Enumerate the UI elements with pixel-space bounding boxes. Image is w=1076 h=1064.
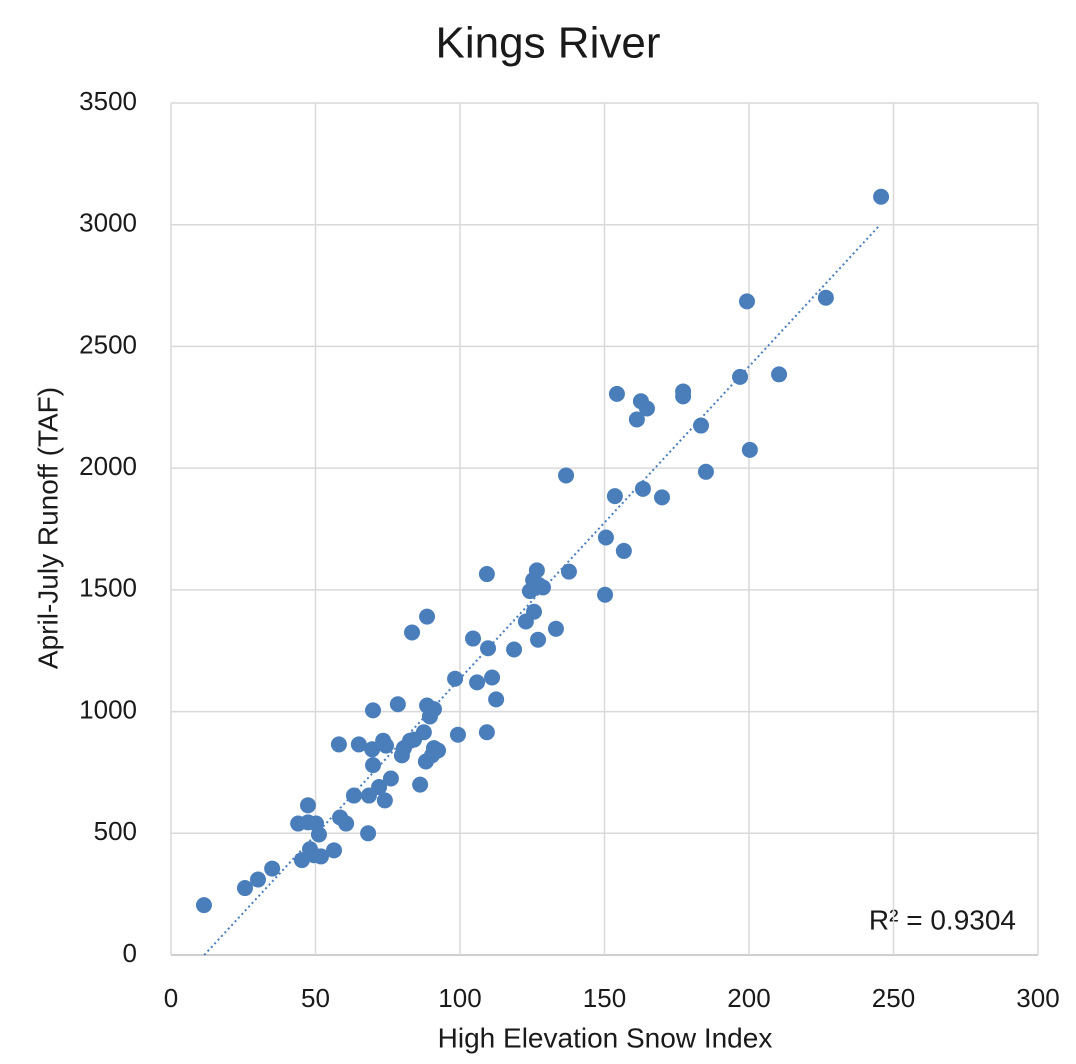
point — [738, 293, 755, 310]
point — [771, 366, 788, 383]
x-tick-label: 100 — [438, 983, 481, 1013]
point — [528, 562, 545, 579]
y-tick-label: 1500 — [79, 573, 137, 603]
point — [597, 586, 614, 603]
point — [741, 441, 758, 458]
x-tick-label: 50 — [301, 983, 330, 1013]
point — [389, 696, 406, 713]
x-tick-label: 200 — [727, 983, 770, 1013]
point — [693, 417, 710, 434]
point — [382, 770, 399, 787]
point — [597, 529, 614, 546]
y-axis-label: April-July Runoff (TAF) — [32, 387, 63, 669]
point — [264, 860, 281, 877]
point — [638, 400, 655, 417]
y-tick-label: 2000 — [79, 451, 137, 481]
point — [628, 411, 645, 428]
point — [732, 368, 749, 385]
y-tick-label: 1000 — [79, 694, 137, 724]
point — [465, 630, 482, 647]
point — [419, 608, 436, 625]
point — [412, 776, 429, 793]
y-tick-label: 3000 — [79, 208, 137, 238]
point — [449, 726, 466, 743]
point — [606, 488, 623, 505]
point — [634, 480, 651, 497]
point — [378, 737, 395, 754]
x-axis-label: High Elevation Snow Index — [438, 1022, 773, 1053]
point — [345, 787, 362, 804]
y-tick-label: 3500 — [79, 86, 137, 116]
point — [415, 724, 432, 741]
point — [525, 603, 542, 620]
point — [249, 871, 266, 888]
point — [675, 388, 692, 405]
chart-title: Kings River — [436, 19, 661, 68]
point — [365, 702, 382, 719]
x-tick-label: 250 — [872, 983, 915, 1013]
point — [817, 289, 834, 306]
point — [447, 670, 464, 687]
point — [873, 188, 890, 205]
point — [236, 880, 253, 897]
point — [558, 467, 575, 484]
point — [299, 797, 316, 814]
point — [484, 669, 501, 686]
point — [330, 736, 347, 753]
point — [608, 385, 625, 402]
y-tick-label: 500 — [94, 816, 137, 846]
r-squared: R² = 0.9304 — [869, 904, 1016, 935]
point — [371, 779, 388, 796]
point — [350, 736, 367, 753]
point — [560, 563, 577, 580]
x-tick-label: 150 — [583, 983, 626, 1013]
point — [338, 815, 355, 832]
point — [469, 674, 486, 691]
point — [293, 852, 310, 869]
point — [547, 620, 564, 637]
point — [478, 724, 495, 741]
point — [364, 741, 381, 758]
point — [195, 897, 212, 914]
point — [506, 641, 523, 658]
point — [480, 640, 497, 657]
x-tick-label: 0 — [164, 983, 178, 1013]
point — [478, 566, 495, 583]
point — [654, 489, 671, 506]
point — [534, 579, 551, 596]
point — [360, 825, 377, 842]
point — [430, 742, 447, 759]
point — [425, 701, 442, 718]
point — [376, 792, 393, 809]
point — [310, 826, 327, 843]
point — [530, 631, 547, 648]
point — [365, 757, 382, 774]
y-tick-label: 0 — [123, 938, 137, 968]
y-tick-label: 2500 — [79, 329, 137, 359]
point — [615, 542, 632, 559]
point — [312, 848, 329, 865]
point — [488, 691, 505, 708]
point — [404, 624, 421, 641]
point — [325, 842, 342, 859]
point — [697, 463, 714, 480]
x-tick-label: 300 — [1016, 983, 1059, 1013]
